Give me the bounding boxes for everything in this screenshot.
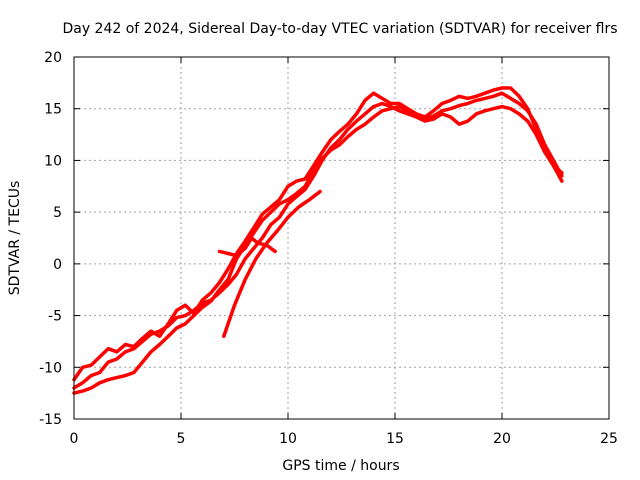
- y-tick-labels: -15 -10 -5 0 5 10 15 20: [39, 50, 62, 428]
- series-line-5: [217, 236, 277, 258]
- x-tick-label: 10: [279, 431, 297, 447]
- series-line-1: [72, 91, 564, 390]
- axis-ticks: [73, 56, 610, 420]
- y-tick-label: 0: [53, 257, 62, 273]
- x-tick-label: 0: [70, 431, 79, 447]
- series-line-3: [72, 86, 564, 382]
- y-tick-label: 20: [44, 50, 62, 66]
- y-axis-label: SDTVAR / TECUs: [7, 181, 23, 296]
- grid: [74, 57, 609, 419]
- x-tick-labels: 0 5 10 15 20 25: [70, 431, 618, 447]
- x-tick-label: 25: [600, 431, 618, 447]
- y-tick-label: 15: [44, 102, 62, 118]
- y-tick-label: -10: [39, 360, 62, 376]
- x-tick-label: 15: [386, 431, 404, 447]
- data-series: [72, 86, 564, 395]
- y-tick-label: 10: [44, 153, 62, 169]
- y-tick-label: -15: [39, 412, 62, 428]
- y-tick-label: 5: [53, 205, 62, 221]
- plot-frame: [73, 56, 610, 420]
- x-tick-label: 20: [493, 431, 511, 447]
- x-axis-label: GPS time / hours: [282, 458, 399, 474]
- x-tick-label: 5: [177, 431, 186, 447]
- chart-title: Day 242 of 2024, Sidereal Day-to-day VTE…: [62, 21, 617, 37]
- series-line-4: [222, 189, 322, 339]
- series-line-2: [72, 104, 564, 395]
- y-tick-label: -5: [48, 309, 62, 325]
